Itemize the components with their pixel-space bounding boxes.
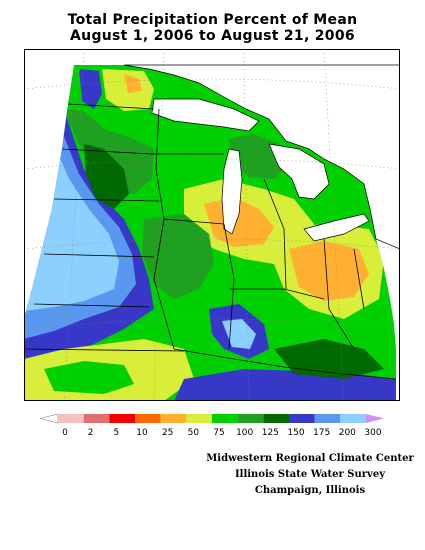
legend-label: 25 (162, 428, 173, 438)
legend-swatch (340, 414, 366, 423)
legend-swatch (263, 414, 289, 423)
legend-label: 100 (236, 428, 253, 438)
area-nw-dark-blue (79, 69, 102, 109)
legend-swatch (212, 414, 238, 423)
legend-swatch (186, 414, 212, 423)
credit-survey: Illinois State Water Survey (234, 469, 386, 480)
legend-label: 300 (364, 428, 381, 438)
legend-swatch (289, 414, 315, 423)
area-sw-green (44, 361, 134, 394)
map-title: Total Precipitation Percent of Mean (67, 12, 358, 28)
legend-swatch (314, 414, 341, 423)
state-borders (24, 103, 397, 380)
color-legend: 0 2 5 10 25 50 75 100 125 150 175 200 300 (39, 413, 384, 438)
lake-huron (268, 143, 330, 200)
legend-label: 200 (339, 428, 356, 438)
map-date-range: August 1, 2006 to August 21, 2006 (70, 28, 355, 44)
great-lakes (123, 64, 400, 250)
legend-label: 75 (213, 428, 224, 438)
legend-swatch (237, 414, 264, 423)
legend-swatch (109, 414, 135, 423)
legend-label: 50 (188, 428, 200, 438)
area-mid-dark-green (142, 214, 214, 299)
legend-swatch (135, 414, 161, 423)
map-frame (24, 49, 400, 401)
legend-swatch (58, 414, 84, 423)
area-north-darkest-green (84, 144, 129, 209)
legend-arrow-low (39, 413, 59, 424)
legend-label: 0 (62, 428, 68, 438)
legend-label: 175 (313, 428, 330, 438)
legend-label: 10 (136, 428, 148, 438)
lake-superior (151, 98, 260, 132)
legend-label: 125 (262, 428, 279, 438)
legend-swatch (160, 414, 187, 423)
legend-label: 5 (113, 428, 119, 438)
graticule (24, 49, 400, 401)
lake-michigan (221, 148, 243, 235)
area-center-orange (204, 197, 274, 247)
area-nw-orange (124, 74, 142, 93)
canada-region (123, 64, 400, 250)
area-east-orange (289, 241, 369, 301)
credit-location: Champaign, Illinois (254, 485, 366, 496)
credit-org: Midwestern Regional Climate Center (206, 453, 414, 464)
legend-label: 2 (88, 428, 94, 438)
legend-swatch (83, 414, 110, 423)
precipitation-map (24, 49, 400, 401)
legend-label: 150 (287, 428, 304, 438)
legend-arrow-high (366, 414, 384, 423)
